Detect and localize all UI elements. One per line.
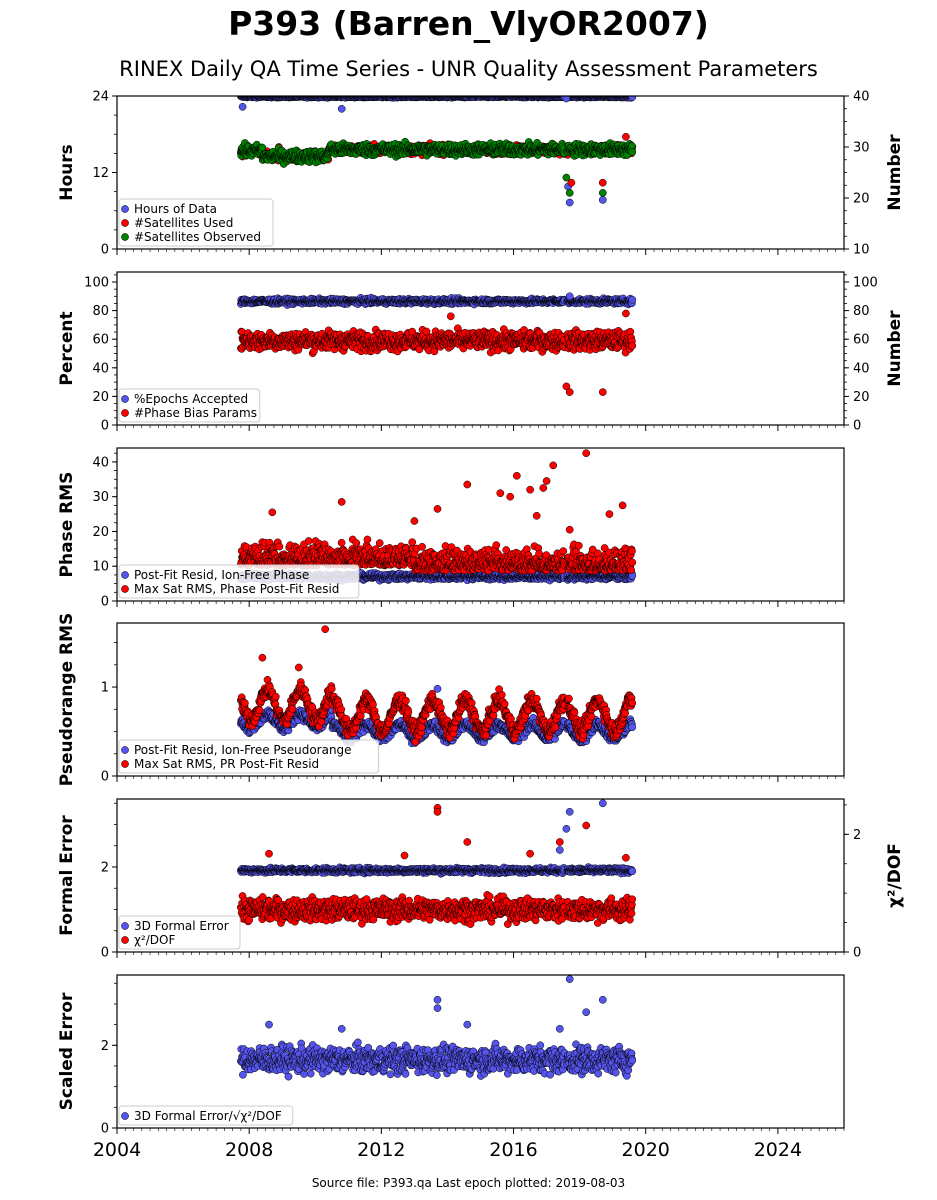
legend-marker xyxy=(121,205,129,213)
y-tick-label: 12 xyxy=(92,166,109,181)
y-axis-label: Hours xyxy=(57,144,77,201)
data-point-outlier xyxy=(598,189,607,197)
y-tick-label: 24 xyxy=(92,90,109,105)
y2-tick-label: 40 xyxy=(853,90,870,105)
data-point-outlier xyxy=(567,178,576,187)
data-point-outlier xyxy=(565,189,574,197)
chart-subtitle: RINEX Daily QA Time Series - UNR Quality… xyxy=(119,57,818,81)
y2-tick-label: 20 xyxy=(853,192,870,207)
y2-tick-label: 10 xyxy=(853,243,870,258)
y-tick-label: 0 xyxy=(101,243,109,258)
panel-2: 020406080100Percent020406080100Number%Ep… xyxy=(57,271,905,434)
data-point-outlier xyxy=(565,292,574,301)
data-point-outlier xyxy=(337,104,346,113)
series-red xyxy=(237,309,637,396)
legend-entry: #Satellites Used xyxy=(134,216,233,230)
legend-marker xyxy=(121,219,129,227)
legend-entry: Hours of Data xyxy=(134,202,217,216)
data-point-outlier xyxy=(562,96,571,103)
series-blue xyxy=(237,292,637,309)
y2-tick-label: 30 xyxy=(853,141,870,156)
data-point-outlier xyxy=(562,173,571,182)
data-point-outlier xyxy=(598,196,607,204)
legend-entry: #Satellites Observed xyxy=(134,230,261,244)
data-point xyxy=(628,96,637,101)
data-point-outlier xyxy=(598,178,607,187)
data-point-outlier xyxy=(565,198,574,207)
plot-area xyxy=(237,292,637,396)
legend: Hours of Data#Satellites Used#Satellites… xyxy=(118,198,274,247)
chart-title: P393 (Barren_VlyOR2007) xyxy=(228,4,709,43)
data-point-outlier xyxy=(238,102,247,111)
data-point-outlier xyxy=(622,132,630,141)
plot-area xyxy=(237,96,637,207)
data-point xyxy=(628,148,637,156)
data-point xyxy=(628,295,637,304)
series-green xyxy=(237,137,637,197)
y2-axis-label: Number xyxy=(885,134,905,211)
legend-marker xyxy=(121,233,129,241)
